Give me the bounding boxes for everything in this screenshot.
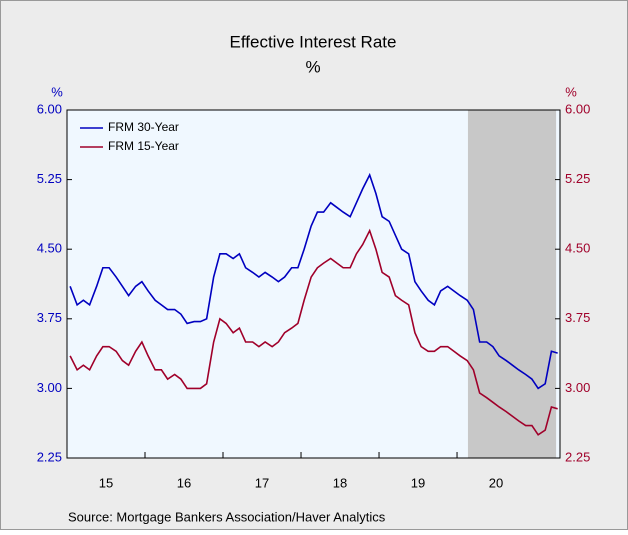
plot-border bbox=[66, 109, 561, 459]
x-tick-label: 18 bbox=[333, 475, 347, 490]
y2-tick-label: 3.75 bbox=[565, 310, 590, 325]
x-tick-label: 19 bbox=[411, 475, 425, 490]
y2-tick-label: 4.50 bbox=[565, 241, 590, 256]
series-line bbox=[69, 228, 558, 436]
source: Source: Mortgage Bankers Association/Hav… bbox=[68, 509, 386, 524]
y2-tick-label: 6.00 bbox=[565, 101, 590, 116]
y2-tick-label: 5.25 bbox=[565, 171, 590, 186]
y-tick-label: 5.25 bbox=[37, 171, 62, 186]
recession-shade bbox=[467, 110, 557, 458]
legend-label: FRM 30-Year bbox=[108, 120, 179, 134]
y-tick-label: 2.25 bbox=[37, 449, 62, 464]
y-tick-label: 3.00 bbox=[37, 380, 62, 395]
y-tick-label: 4.50 bbox=[37, 241, 62, 256]
series-line bbox=[69, 172, 558, 390]
y-axis-label: % bbox=[51, 84, 63, 99]
y2-tick-label: 2.25 bbox=[565, 449, 590, 464]
y-tick-label: 6.00 bbox=[37, 101, 62, 116]
y2-axis-label: % bbox=[565, 84, 577, 99]
x-tick-label: 17 bbox=[255, 475, 269, 490]
chart-subtitle: % bbox=[305, 57, 320, 76]
x-tick-label: 16 bbox=[177, 475, 191, 490]
x-tick-label: 20 bbox=[489, 475, 503, 490]
chart-title: Effective Interest Rate bbox=[230, 32, 397, 51]
y-tick-label: 3.75 bbox=[37, 310, 62, 325]
y2-tick-label: 3.00 bbox=[565, 380, 590, 395]
x-tick-label: 15 bbox=[99, 475, 113, 490]
legend-label: FRM 15-Year bbox=[108, 139, 179, 153]
